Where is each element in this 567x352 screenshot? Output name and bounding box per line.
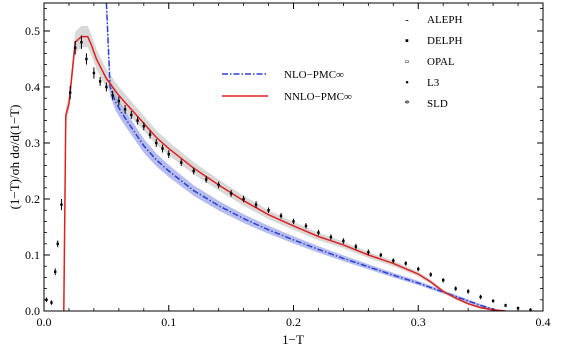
axis-labels: 1−T (1−T)/σh dσ/d(1−T) — [7, 105, 304, 347]
data-point — [161, 147, 164, 150]
x-tick-label: 0.1 — [161, 315, 176, 329]
data-point — [204, 178, 208, 181]
data-point — [142, 125, 145, 128]
data-point — [329, 235, 333, 239]
data-point — [155, 141, 158, 145]
data-point — [429, 273, 432, 276]
y-tick-label: 0.0 — [25, 304, 40, 318]
y-tick-label: 0.3 — [25, 136, 40, 150]
legend-experiment-4: SLD — [427, 98, 448, 110]
y-axis-title: (1−T)/σh dσ/d(1−T) — [7, 105, 22, 210]
x-tick-label: 0.2 — [286, 315, 301, 329]
x-tick-label: 0.0 — [37, 315, 52, 329]
data-point — [417, 267, 420, 271]
x-tick-label: 0.4 — [536, 315, 551, 329]
x-axis-title: 1−T — [282, 332, 304, 347]
data-point — [454, 287, 457, 290]
data-point — [85, 57, 88, 61]
data-point — [491, 299, 495, 303]
data-point — [50, 301, 53, 304]
data-point — [117, 99, 121, 103]
legend-symbol-4: * — [404, 98, 410, 110]
data-point — [123, 108, 127, 111]
data-point — [267, 209, 270, 212]
legend-series: NLO−PMC∞ NNLO−PMC∞ — [222, 69, 352, 103]
legend-experiment-3: L3 — [427, 77, 440, 89]
data-point — [56, 242, 59, 245]
data-points — [45, 35, 532, 312]
data-point — [304, 224, 308, 228]
data-point — [292, 220, 295, 223]
curve-series-0 — [105, 3, 500, 311]
data-point — [180, 161, 183, 164]
data-point — [80, 41, 83, 44]
legend-experiment-2: OPAL — [427, 56, 455, 68]
data-point — [92, 71, 96, 75]
data-point — [192, 169, 195, 173]
legend-symbol-0: - — [405, 14, 409, 26]
data-point — [354, 245, 358, 248]
legend-experiments: - ALEPH ▪ DELPH ▫ OPAL • L3 * SLD — [404, 14, 462, 110]
data-point — [404, 262, 407, 265]
data-point — [342, 239, 345, 243]
axis-ticks: 0.0 0.1 0.2 0.3 0.4 0.0 0.1 0.2 0.3 0.4 0.5 — [25, 3, 551, 329]
data-point — [466, 290, 470, 293]
data-point — [111, 94, 114, 97]
legend-symbol-2: ▫ — [405, 56, 409, 68]
y-tick-label: 0.5 — [25, 24, 40, 38]
data-point — [167, 153, 170, 156]
legend-label-0: NLO−PMC∞ — [284, 69, 344, 81]
legend-label-1: NNLO−PMC∞ — [284, 91, 352, 103]
data-point — [60, 203, 63, 206]
data-point — [73, 46, 77, 49]
data-point — [379, 253, 383, 257]
legend-symbol-1: ▪ — [405, 35, 409, 47]
data-point — [242, 197, 245, 201]
data-point — [54, 270, 57, 273]
data-point — [105, 85, 108, 89]
data-point — [504, 304, 507, 307]
data-point — [130, 113, 133, 117]
data-point — [98, 80, 102, 83]
legend-experiment-1: DELPH — [427, 35, 463, 47]
legend-symbol-3: • — [405, 77, 409, 89]
data-point — [529, 308, 532, 312]
data-point — [217, 183, 220, 187]
y-tick-label: 0.2 — [25, 192, 40, 206]
data-point — [392, 259, 395, 262]
legend-experiment-0: ALEPH — [427, 14, 463, 26]
data-point — [317, 231, 320, 234]
data-point — [136, 119, 139, 122]
plot-frame — [43, 2, 544, 312]
data-point — [367, 251, 370, 254]
plot-border — [43, 2, 544, 312]
y-tick-label: 0.1 — [25, 248, 40, 262]
data-point — [148, 133, 152, 136]
data-point — [479, 295, 482, 299]
data-point — [279, 214, 283, 217]
curves — [63, 3, 506, 311]
data-point — [229, 192, 233, 195]
data-point — [442, 279, 445, 282]
data-point — [254, 203, 258, 206]
y-tick-label: 0.4 — [25, 80, 40, 94]
x-tick-label: 0.3 — [411, 315, 426, 329]
data-point — [68, 91, 72, 94]
